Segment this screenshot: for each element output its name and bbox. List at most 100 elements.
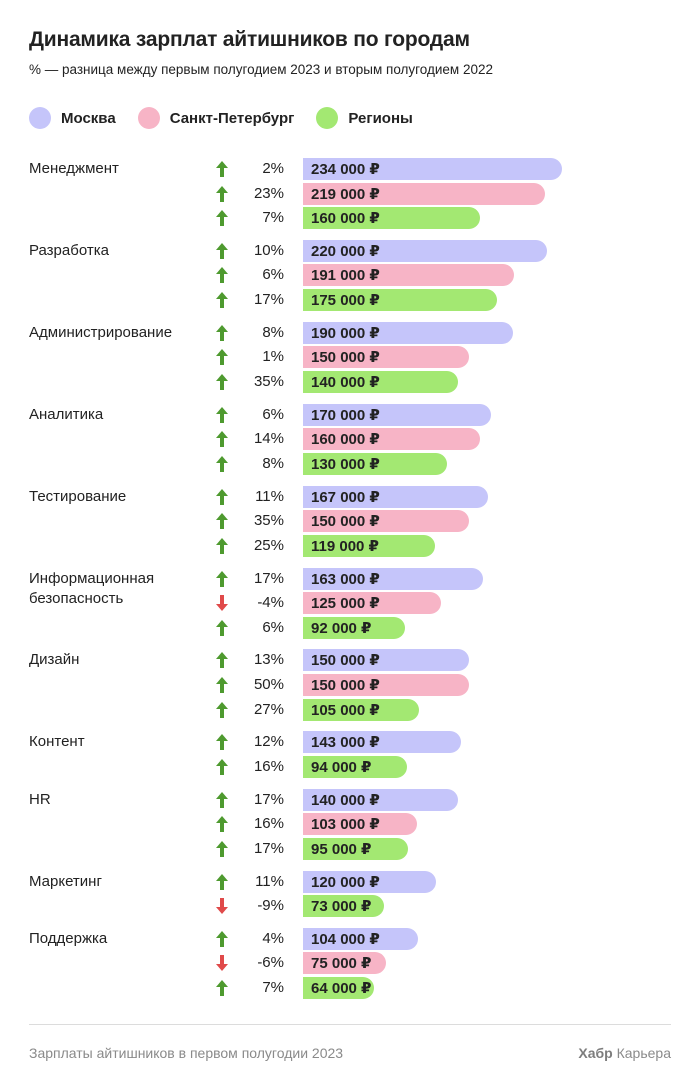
change-percent: 7% [262, 209, 284, 227]
bar-spb: 125 000 ₽ [303, 592, 441, 615]
change-percent: 17% [253, 839, 284, 857]
category-label: HR [29, 790, 51, 808]
change-percent: 6% [262, 266, 284, 284]
arrow-up-icon [214, 815, 230, 833]
bar-regions: 94 000 ₽ [303, 755, 407, 778]
bar-moscow: 150 000 ₽ [303, 649, 469, 672]
bar-value-label: 64 000 ₽ [311, 980, 372, 997]
bar-value-label: 119 000 ₽ [311, 537, 379, 555]
change-percent: 17% [253, 291, 284, 308]
bar-value-label: 160 000 ₽ [311, 431, 380, 449]
arrow-up-icon [214, 209, 230, 227]
arrow-down-icon [214, 897, 230, 915]
bar-value-label: 234 000 ₽ [311, 161, 380, 178]
arrow-up-icon [214, 185, 230, 203]
bar-spb: 150 000 ₽ [303, 346, 469, 369]
category-label: Разработка [29, 241, 109, 259]
change-percent: 11% [255, 487, 284, 505]
change-percent: 50% [253, 675, 284, 693]
bar-regions: 105 000 ₽ [303, 698, 419, 721]
bar-value-label: 105 000 ₽ [311, 701, 380, 719]
bar-value-label: 94 000 ₽ [311, 758, 372, 776]
bar-spb: 75 000 ₽ [303, 952, 386, 975]
bar-value-label: 163 000 ₽ [311, 570, 380, 588]
change-percent: 6% [262, 618, 284, 636]
bar-moscow: 104 000 ₽ [303, 927, 418, 950]
bar-value-label: 150 000 ₽ [311, 513, 380, 531]
category-label: Администрирование [29, 323, 173, 341]
arrow-up-icon [214, 733, 230, 751]
change-percent: 16% [253, 757, 284, 775]
change-percent: 23% [253, 184, 284, 202]
bar-moscow: 143 000 ₽ [303, 731, 461, 754]
bar-value-label: 75 000 ₽ [311, 955, 372, 973]
change-percent: 12% [253, 733, 284, 751]
change-percent: 8% [262, 323, 284, 341]
change-percent: 1% [262, 348, 284, 366]
category-label: Менеджмент [29, 160, 119, 177]
bar-value-label: 160 000 ₽ [311, 210, 380, 228]
bar-value-label: 73 000 ₽ [311, 898, 372, 916]
bar-regions: 160 000 ₽ [303, 207, 480, 230]
arrow-up-icon [214, 488, 230, 506]
bar-spb: 150 000 ₽ [303, 510, 469, 533]
bar-value-label: 150 000 ₽ [311, 676, 380, 694]
legend-label-moscow: Москва [61, 109, 116, 127]
change-percent: 27% [253, 700, 284, 718]
category-label: Дизайн [29, 651, 80, 669]
change-percent: 4% [262, 929, 284, 947]
change-percent: 6% [262, 405, 284, 423]
arrow-up-icon [214, 324, 230, 342]
bar-moscow: 234 000 ₽ [303, 158, 562, 180]
bar-value-label: 150 000 ₽ [311, 349, 380, 367]
bar-value-label: 125 000 ₽ [311, 595, 380, 613]
arrow-down-icon [214, 954, 230, 972]
arrow-up-icon [214, 291, 230, 309]
bar-value-label: 143 000 ₽ [311, 734, 380, 752]
arrow-up-icon [214, 373, 230, 391]
bar-moscow: 163 000 ₽ [303, 567, 483, 590]
change-percent: 16% [253, 815, 284, 833]
arrow-up-icon [214, 455, 230, 473]
bar-spb: 160 000 ₽ [303, 428, 480, 451]
arrow-up-icon [214, 406, 230, 424]
category-label: Контент [29, 733, 85, 751]
change-percent: 17% [253, 569, 284, 587]
bar-value-label: 95 000 ₽ [311, 840, 372, 858]
footer-caption: Зарплаты айтишников в первом полугодии 2… [29, 1045, 344, 1061]
change-percent: 35% [253, 372, 284, 390]
bar-value-label: 190 000 ₽ [311, 324, 380, 342]
bar-regions: 175 000 ₽ [303, 289, 497, 311]
bar-value-label: 219 000 ₽ [311, 185, 380, 203]
bar-value-label: 104 000 ₽ [311, 930, 380, 948]
bar-regions: 140 000 ₽ [303, 370, 458, 393]
arrow-up-icon [214, 430, 230, 448]
arrow-up-icon [214, 537, 230, 555]
change-percent: -4% [257, 594, 284, 612]
bar-moscow: 220 000 ₽ [303, 239, 547, 262]
arrow-up-icon [214, 791, 230, 809]
arrow-up-icon [214, 619, 230, 637]
bar-regions: 64 000 ₽ [303, 977, 374, 999]
arrow-up-icon [214, 266, 230, 284]
change-percent: 2% [262, 160, 284, 177]
arrow-up-icon [214, 160, 230, 178]
bar-value-label: 150 000 ₽ [311, 652, 380, 670]
legend: Москва Санкт-Петербург Регионы [29, 107, 435, 129]
legend-label-regions: Регионы [348, 109, 413, 127]
change-percent: 25% [253, 536, 284, 554]
arrow-up-icon [214, 348, 230, 366]
footer-divider [29, 1024, 671, 1025]
legend-item-regions: Регионы [316, 107, 413, 129]
arrow-up-icon [214, 651, 230, 669]
arrow-up-icon [214, 242, 230, 260]
brand-name-bold: Хабр [578, 1045, 613, 1061]
bar-value-label: 103 000 ₽ [311, 816, 380, 834]
bar-value-label: 140 000 ₽ [311, 373, 380, 391]
bar-regions: 119 000 ₽ [303, 534, 435, 557]
bar-value-label: 92 000 ₽ [311, 619, 372, 637]
change-percent: 11% [255, 872, 284, 890]
arrow-up-icon [214, 979, 230, 997]
bar-regions: 130 000 ₽ [303, 452, 447, 475]
